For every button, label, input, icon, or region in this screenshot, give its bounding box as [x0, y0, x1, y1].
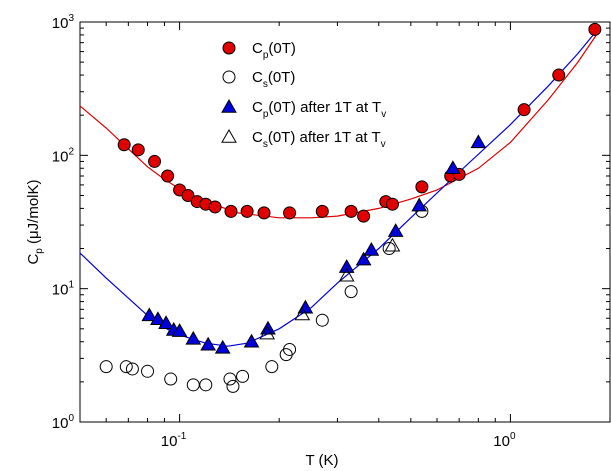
- series-2-point-10: [236, 369, 250, 383]
- series-3-point-1: [141, 307, 158, 322]
- series-2-point-5: [164, 372, 178, 386]
- series-2-point-4: [141, 364, 155, 378]
- series-1-point-13: [283, 206, 297, 220]
- series-2-point-6: [186, 378, 200, 392]
- series-2-point-3: [125, 362, 139, 376]
- series-1-point-12: [257, 206, 271, 220]
- series-3-point-5: [171, 323, 188, 337]
- series-1-point-15: [344, 204, 358, 218]
- series-1-point-16: [357, 209, 371, 223]
- series-1-point-4: [161, 169, 175, 183]
- series-3-point-12: [338, 259, 355, 273]
- series-2-point-13: [283, 342, 297, 356]
- x-tick-labels: 10-1 100: [161, 431, 516, 450]
- series-1-point-11: [240, 204, 254, 218]
- series-4-point-3: [338, 267, 355, 282]
- series-2-point-8: [223, 372, 237, 386]
- series-1-point-18: [385, 197, 399, 211]
- y-tick-label-1: 100: [52, 413, 75, 432]
- y-tick-labels: 100 101 102 103: [52, 13, 75, 432]
- legend-marker-1: [222, 41, 236, 55]
- fit-curve-2: [79, 27, 600, 347]
- series-1-point-19: [415, 180, 429, 194]
- fit-curves: [79, 27, 600, 347]
- series-3-point-6: [185, 330, 202, 345]
- series-2-point-15: [344, 285, 358, 299]
- legend-label-2: Cs(0T): [252, 69, 295, 90]
- fit-curve-1: [79, 31, 600, 219]
- y-tick-label-2: 101: [52, 280, 75, 299]
- legend-marker-4: [221, 128, 237, 143]
- series-1-point-24: [588, 22, 602, 36]
- series-1-point-22: [517, 103, 531, 117]
- legend-label-1: Cp(0T): [252, 40, 296, 61]
- series-2-point-7: [199, 378, 213, 392]
- series-4-point-4: [384, 237, 401, 252]
- x-tick-label-1: 10-1: [161, 431, 187, 450]
- series-1-point-3: [148, 154, 162, 168]
- series-1-point-6: [181, 188, 195, 202]
- series-1-point-23: [552, 68, 566, 82]
- axis-ticks: [79, 21, 611, 423]
- series-1-point-14: [315, 204, 329, 218]
- series-1-point-1: [117, 138, 131, 152]
- series-3-point-2: [150, 311, 166, 325]
- legend-marker-2: [222, 70, 236, 84]
- plot-frame: [79, 21, 611, 423]
- y-tick-label-4: 103: [52, 13, 75, 32]
- legend-label-3: Cp(0T) after 1T at Tv: [252, 99, 386, 120]
- data-points: [99, 22, 602, 393]
- series-1-point-2: [131, 143, 145, 157]
- series-4-point-2: [294, 306, 311, 321]
- legend-label-4: Cs(0T) after 1T at Tv: [252, 129, 386, 150]
- series-3-point-17: [445, 160, 461, 175]
- series-3-point-14: [363, 241, 380, 256]
- y-tick-label-3: 102: [52, 146, 75, 165]
- series-1-point-10: [224, 204, 238, 218]
- series-2-point-1: [99, 360, 113, 374]
- x-tick-label-2: 100: [493, 431, 516, 450]
- legend: Cp(0T) Cs(0T) Cp(0T) after 1T at Tv Cs(0T) …: [221, 40, 386, 150]
- series-2-point-11: [265, 360, 279, 374]
- y-axis-label: Cp (μJ/molK): [25, 179, 45, 264]
- legend-marker-3: [221, 98, 237, 113]
- series-2-point-14: [315, 313, 329, 327]
- series-3-point-8: [214, 339, 231, 354]
- series-3-point-15: [387, 223, 404, 237]
- series-2-point-16: [382, 242, 396, 256]
- series-3-point-13: [355, 251, 372, 266]
- series-3-point-7: [200, 336, 217, 351]
- series-3-point-18: [470, 134, 487, 149]
- series-2-point-9: [226, 379, 240, 393]
- x-axis-label: T (K): [305, 452, 338, 469]
- series-1-point-9: [208, 200, 222, 214]
- series-3-point-3: [158, 315, 174, 330]
- series-2-point-2: [119, 360, 133, 374]
- series-3-point-16: [411, 197, 428, 212]
- series-3-point-9: [243, 333, 260, 348]
- series-4-point-1: [259, 325, 276, 340]
